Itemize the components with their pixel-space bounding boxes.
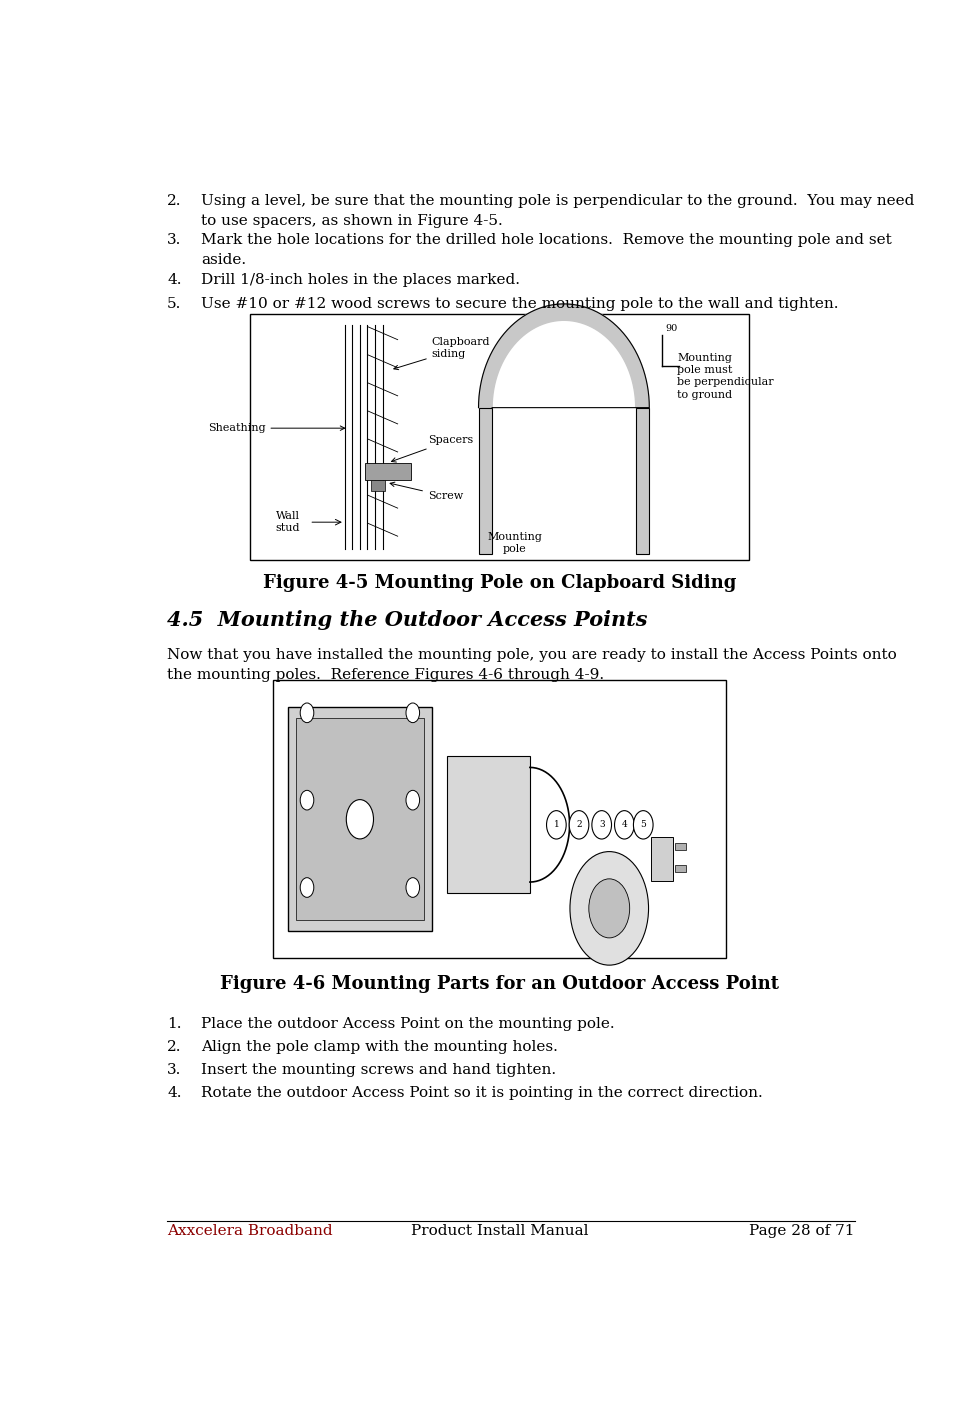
Text: Mark the hole locations for the drilled hole locations.  Remove the mounting pol: Mark the hole locations for the drilled … — [201, 234, 892, 267]
Text: 5: 5 — [641, 821, 646, 830]
Text: Insert the mounting screws and hand tighten.: Insert the mounting screws and hand tigh… — [201, 1064, 557, 1078]
Text: Screw: Screw — [390, 482, 463, 501]
Bar — [675, 865, 685, 872]
Circle shape — [300, 703, 314, 723]
Circle shape — [569, 811, 589, 839]
Bar — [447, 756, 530, 893]
Text: Now that you have installed the mounting pole, you are ready to install the Acce: Now that you have installed the mounting… — [168, 648, 897, 682]
Circle shape — [406, 703, 419, 723]
Text: 90: 90 — [665, 323, 678, 333]
Circle shape — [406, 878, 419, 898]
Text: Mounting
pole: Mounting pole — [488, 532, 542, 553]
Circle shape — [547, 811, 566, 839]
Text: 1.: 1. — [168, 1018, 181, 1031]
Circle shape — [634, 811, 653, 839]
Text: Place the outdoor Access Point on the mounting pole.: Place the outdoor Access Point on the mo… — [201, 1018, 615, 1031]
Polygon shape — [479, 303, 649, 407]
Text: Using a level, be sure that the mounting pole is perpendicular to the ground.  Y: Using a level, be sure that the mounting… — [201, 194, 915, 228]
Bar — [273, 681, 726, 959]
Circle shape — [592, 811, 611, 839]
Text: Clapboard
siding: Clapboard siding — [394, 337, 490, 370]
Text: 4: 4 — [621, 821, 627, 830]
Text: 2.: 2. — [168, 194, 181, 208]
Text: 4.: 4. — [168, 1086, 181, 1100]
Text: Spacers: Spacers — [392, 435, 473, 462]
Bar — [651, 837, 674, 881]
Bar — [479, 407, 492, 554]
Text: 2: 2 — [576, 821, 582, 830]
Circle shape — [589, 879, 630, 937]
Circle shape — [346, 800, 373, 839]
Text: Align the pole clamp with the mounting holes.: Align the pole clamp with the mounting h… — [201, 1041, 558, 1055]
Circle shape — [570, 852, 648, 966]
Text: Sheathing: Sheathing — [208, 423, 345, 432]
Bar — [295, 719, 424, 920]
Text: Page 28 of 71: Page 28 of 71 — [750, 1224, 855, 1238]
Circle shape — [614, 811, 634, 839]
Text: Use #10 or #12 wood screws to secure the mounting pole to the wall and tighten.: Use #10 or #12 wood screws to secure the… — [201, 296, 838, 311]
Circle shape — [300, 790, 314, 810]
Bar — [289, 708, 432, 932]
Text: Mounting
pole must
be perpendicular
to ground: Mounting pole must be perpendicular to g… — [678, 353, 774, 400]
Bar — [675, 844, 685, 849]
Circle shape — [406, 790, 419, 810]
Bar — [366, 462, 410, 481]
Text: 3.: 3. — [168, 1064, 181, 1078]
Circle shape — [300, 878, 314, 898]
Text: Wall
stud: Wall stud — [276, 512, 300, 533]
Text: Rotate the outdoor Access Point so it is pointing in the correct direction.: Rotate the outdoor Access Point so it is… — [201, 1086, 763, 1100]
Bar — [636, 407, 649, 554]
Text: Figure 4-5 Mounting Pole on Clapboard Siding: Figure 4-5 Mounting Pole on Clapboard Si… — [263, 574, 736, 593]
Bar — [371, 481, 385, 491]
Text: Product Install Manual: Product Install Manual — [410, 1224, 589, 1238]
Text: Axxcelera Broadband: Axxcelera Broadband — [168, 1224, 332, 1238]
Text: Figure 4-6 Mounting Parts for an Outdoor Access Point: Figure 4-6 Mounting Parts for an Outdoor… — [220, 974, 779, 993]
Text: 1: 1 — [554, 821, 560, 830]
Text: 3.: 3. — [168, 234, 181, 248]
Text: 2.: 2. — [168, 1041, 181, 1055]
Text: 4.: 4. — [168, 272, 181, 286]
Text: 3: 3 — [599, 821, 604, 830]
Bar — [251, 315, 749, 560]
Text: 5.: 5. — [168, 296, 181, 311]
Text: Drill 1/8-inch holes in the places marked.: Drill 1/8-inch holes in the places marke… — [201, 272, 521, 286]
Text: 4.5  Mounting the Outdoor Access Points: 4.5 Mounting the Outdoor Access Points — [168, 610, 647, 630]
